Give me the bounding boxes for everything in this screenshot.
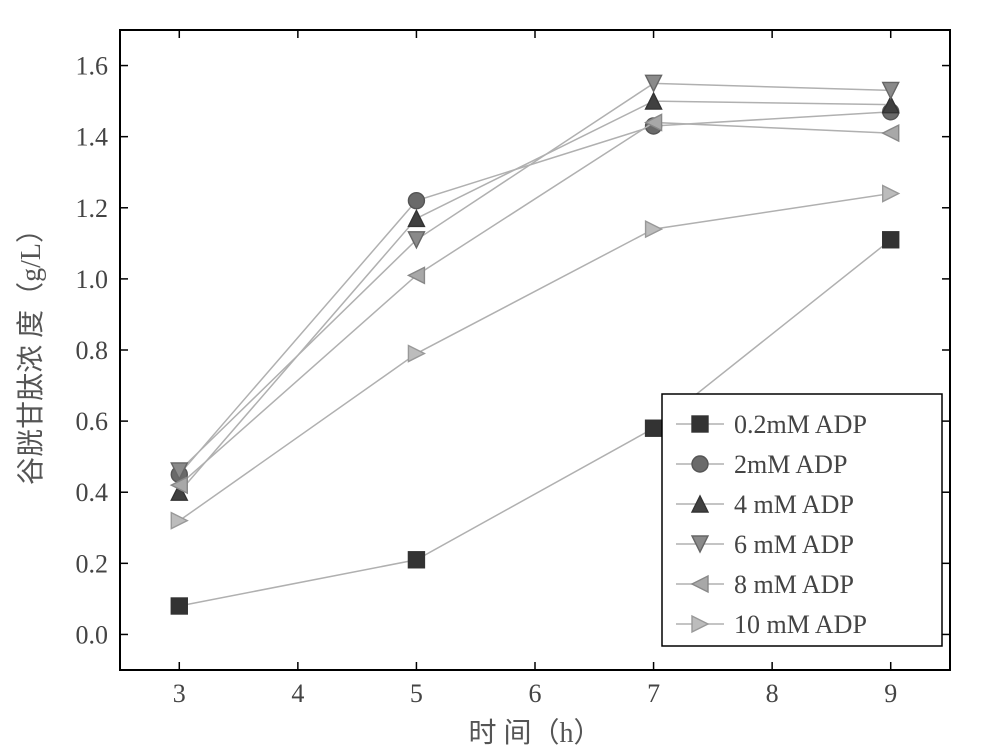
marker-square <box>408 552 424 568</box>
marker-square <box>171 598 187 614</box>
x-tick-label: 7 <box>647 679 660 708</box>
legend-label: 0.2mM ADP <box>734 410 867 439</box>
x-tick-label: 4 <box>291 679 304 708</box>
legend-label: 2mM ADP <box>734 450 847 479</box>
x-tick-label: 5 <box>410 679 423 708</box>
legend-label: 8 mM ADP <box>734 570 854 599</box>
x-tick-label: 9 <box>884 679 897 708</box>
y-tick-label: 0.8 <box>76 336 109 365</box>
x-axis-label: 时 间（h） <box>468 717 601 749</box>
y-tick-label: 0.2 <box>76 549 109 578</box>
x-tick-label: 3 <box>173 679 186 708</box>
marker-square <box>646 420 662 436</box>
y-tick-label: 1.0 <box>76 265 109 294</box>
x-tick-label: 8 <box>766 679 779 708</box>
y-tick-label: 0.4 <box>76 478 109 507</box>
y-tick-label: 1.4 <box>76 123 109 152</box>
marker-circle <box>692 456 708 472</box>
legend: 0.2mM ADP 2mM ADP 4 mM ADP 6 mM ADP 8 mM ADP… <box>662 394 942 646</box>
marker-circle <box>408 193 424 209</box>
legend-label: 10 mM ADP <box>734 610 867 639</box>
x-tick-label: 6 <box>529 679 542 708</box>
marker-square <box>692 416 708 432</box>
legend-label: 4 mM ADP <box>734 490 854 519</box>
chart-svg: 3 4 5 6 7 8 9 0.0 0.2 0.4 0.6 0.8 1.0 1.2 1.4 1.6 时 间（h）… <box>0 0 1000 754</box>
chart-container: 3 4 5 6 7 8 9 0.0 0.2 0.4 0.6 0.8 1.0 1.2 1.4 1.6 时 间（h）… <box>0 0 1000 754</box>
y-tick-label: 1.2 <box>76 194 109 223</box>
y-tick-label: 0.0 <box>76 620 109 649</box>
legend-label: 6 mM ADP <box>734 530 854 559</box>
y-axis-label: 谷胱甘肽浓 度（g/L） <box>15 215 47 485</box>
y-tick-label: 1.6 <box>76 52 109 81</box>
y-tick-label: 0.6 <box>76 407 109 436</box>
marker-square <box>883 232 899 248</box>
